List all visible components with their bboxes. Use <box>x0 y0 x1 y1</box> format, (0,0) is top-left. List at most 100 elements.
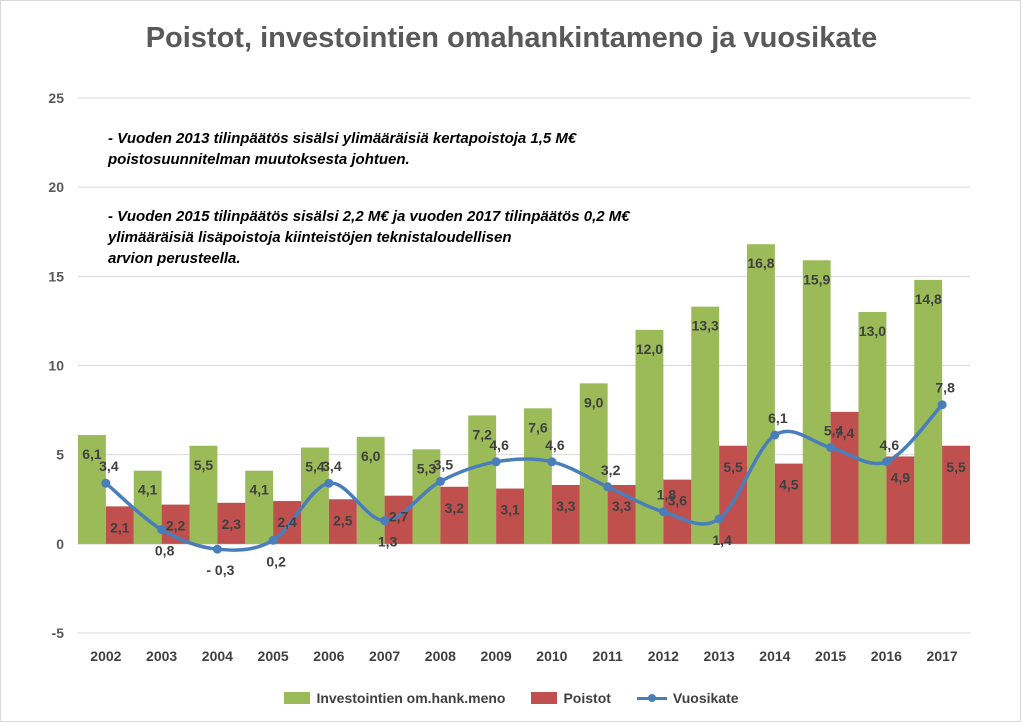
label-vuosikate: 0,8 <box>155 543 175 559</box>
label-poistot: 2,1 <box>110 519 130 535</box>
bar-poistot <box>105 506 134 544</box>
bar-invest <box>579 383 608 544</box>
point-vuosikate <box>826 443 836 453</box>
chart-title: Poistot, investointien omahankintameno j… <box>145 22 878 54</box>
bar-invest <box>747 244 775 544</box>
label-poistot: 4,5 <box>779 477 799 493</box>
bar-poistot <box>551 484 580 544</box>
label-vuosikate: 3,5 <box>434 456 454 472</box>
label-vuosikate: 3,4 <box>322 458 342 474</box>
label-poistot: 2,5 <box>333 512 353 528</box>
x-tick-label: 2011 <box>592 648 623 664</box>
y-tick-label: 15 <box>48 268 64 284</box>
bar-invest <box>78 435 106 544</box>
point-vuosikate <box>491 457 501 467</box>
label-poistot: 3,6 <box>668 493 688 509</box>
bar-invest <box>412 449 441 544</box>
label-invest: 4,1 <box>249 482 269 498</box>
bar-invest <box>189 445 218 544</box>
label-vuosikate: 3,2 <box>601 462 621 478</box>
bar-poistot <box>942 445 970 544</box>
bar-poistot <box>719 445 747 544</box>
legend-label-invest: Investointien om.hank.meno <box>316 690 506 706</box>
label-vuosikate: 4,6 <box>489 437 509 453</box>
legend-swatch-invest <box>284 692 311 704</box>
point-vuosikate <box>212 544 222 554</box>
label-poistot: 3,3 <box>612 498 632 514</box>
label-invest: 7,6 <box>528 419 548 435</box>
x-tick-label: 2016 <box>871 648 902 664</box>
point-vuosikate <box>324 478 334 488</box>
point-vuosikate <box>380 516 390 526</box>
label-vuosikate: 1,3 <box>378 534 398 550</box>
point-vuosikate <box>157 525 167 535</box>
note-2015-2017: - Vuoden 2015 tilinpäätös sisälsi 2,2 M€… <box>108 208 630 267</box>
label-vuosikate: 1,8 <box>657 487 677 503</box>
label-invest: 12,0 <box>636 341 663 357</box>
point-vuosikate <box>937 400 947 410</box>
label-poistot: 3,2 <box>445 500 465 516</box>
legend: Investointien om.hank.meno Poistot Vuosi… <box>0 690 1023 706</box>
label-invest: 7,2 <box>472 426 492 442</box>
label-invest: 4,1 <box>138 482 158 498</box>
label-invest: 13,0 <box>859 323 886 339</box>
point-vuosikate <box>770 430 780 440</box>
line-vuosikate <box>104 403 944 552</box>
point-vuosikate <box>714 514 724 524</box>
x-tick-label: 2017 <box>927 648 958 664</box>
y-tick-label: 0 <box>56 536 64 552</box>
y-tick-label: -5 <box>52 625 65 641</box>
label-poistot: 5,5 <box>946 459 966 475</box>
label-invest: 16,8 <box>747 255 774 271</box>
bar-invest <box>802 260 831 544</box>
point-vuosikate <box>435 476 445 486</box>
point-vuosikate <box>881 457 891 467</box>
point-vuosikate <box>547 457 557 467</box>
x-tick-label: 2015 <box>815 648 846 664</box>
label-poistot: 4,9 <box>891 469 911 485</box>
bar-invest <box>245 470 274 544</box>
bar-poistot <box>774 463 803 544</box>
label-vuosikate: 5,4 <box>824 423 844 439</box>
label-vuosikate: 7,8 <box>935 380 955 396</box>
legend-label-vuosikate: Vuosikate <box>672 690 739 706</box>
legend-item-poistot: Poistot <box>531 690 611 706</box>
x-tick-label: 2006 <box>313 648 344 664</box>
bar-poistot <box>496 488 524 544</box>
bar-poistot <box>830 411 859 544</box>
legend-item-vuosikate: Vuosikate <box>636 690 739 706</box>
y-tick-label: 10 <box>48 358 64 374</box>
label-poistot: 2,7 <box>389 509 409 525</box>
label-vuosikate: 3,4 <box>99 458 119 474</box>
label-poistot: 2,4 <box>277 514 297 530</box>
legend-label-poistot: Poistot <box>563 690 611 706</box>
bar-poistot <box>440 486 469 544</box>
bar-invest <box>301 447 329 544</box>
y-tick-label: 5 <box>56 447 64 463</box>
label-vuosikate: - 0,3 <box>206 562 234 578</box>
label-invest: 13,3 <box>692 318 719 334</box>
label-invest: 6,0 <box>361 448 381 464</box>
y-tick-label: 25 <box>48 90 64 106</box>
bar-invest <box>858 312 887 544</box>
x-tick-label: 2009 <box>481 648 512 664</box>
label-invest: 14,8 <box>915 291 942 307</box>
label-poistot: 5,5 <box>723 459 743 475</box>
bar-invest <box>691 306 720 544</box>
x-tick-label: 2005 <box>258 648 289 664</box>
label-vuosikate: 4,6 <box>545 437 565 453</box>
label-invest: 5,3 <box>417 460 437 476</box>
point-vuosikate <box>658 507 668 517</box>
label-poistot: 2,2 <box>166 518 186 534</box>
legend-swatch-poistot <box>531 692 558 704</box>
x-tick-label: 2010 <box>536 648 567 664</box>
note-2013: - Vuoden 2013 tilinpäätös sisälsi ylimää… <box>108 130 577 168</box>
legend-item-invest: Investointien om.hank.meno <box>284 690 505 706</box>
bar-invest <box>524 408 552 544</box>
x-tick-label: 2002 <box>90 648 121 664</box>
label-vuosikate: 4,6 <box>880 437 900 453</box>
label-invest: 5,4 <box>305 459 325 475</box>
y-tick-label: 20 <box>48 179 64 195</box>
